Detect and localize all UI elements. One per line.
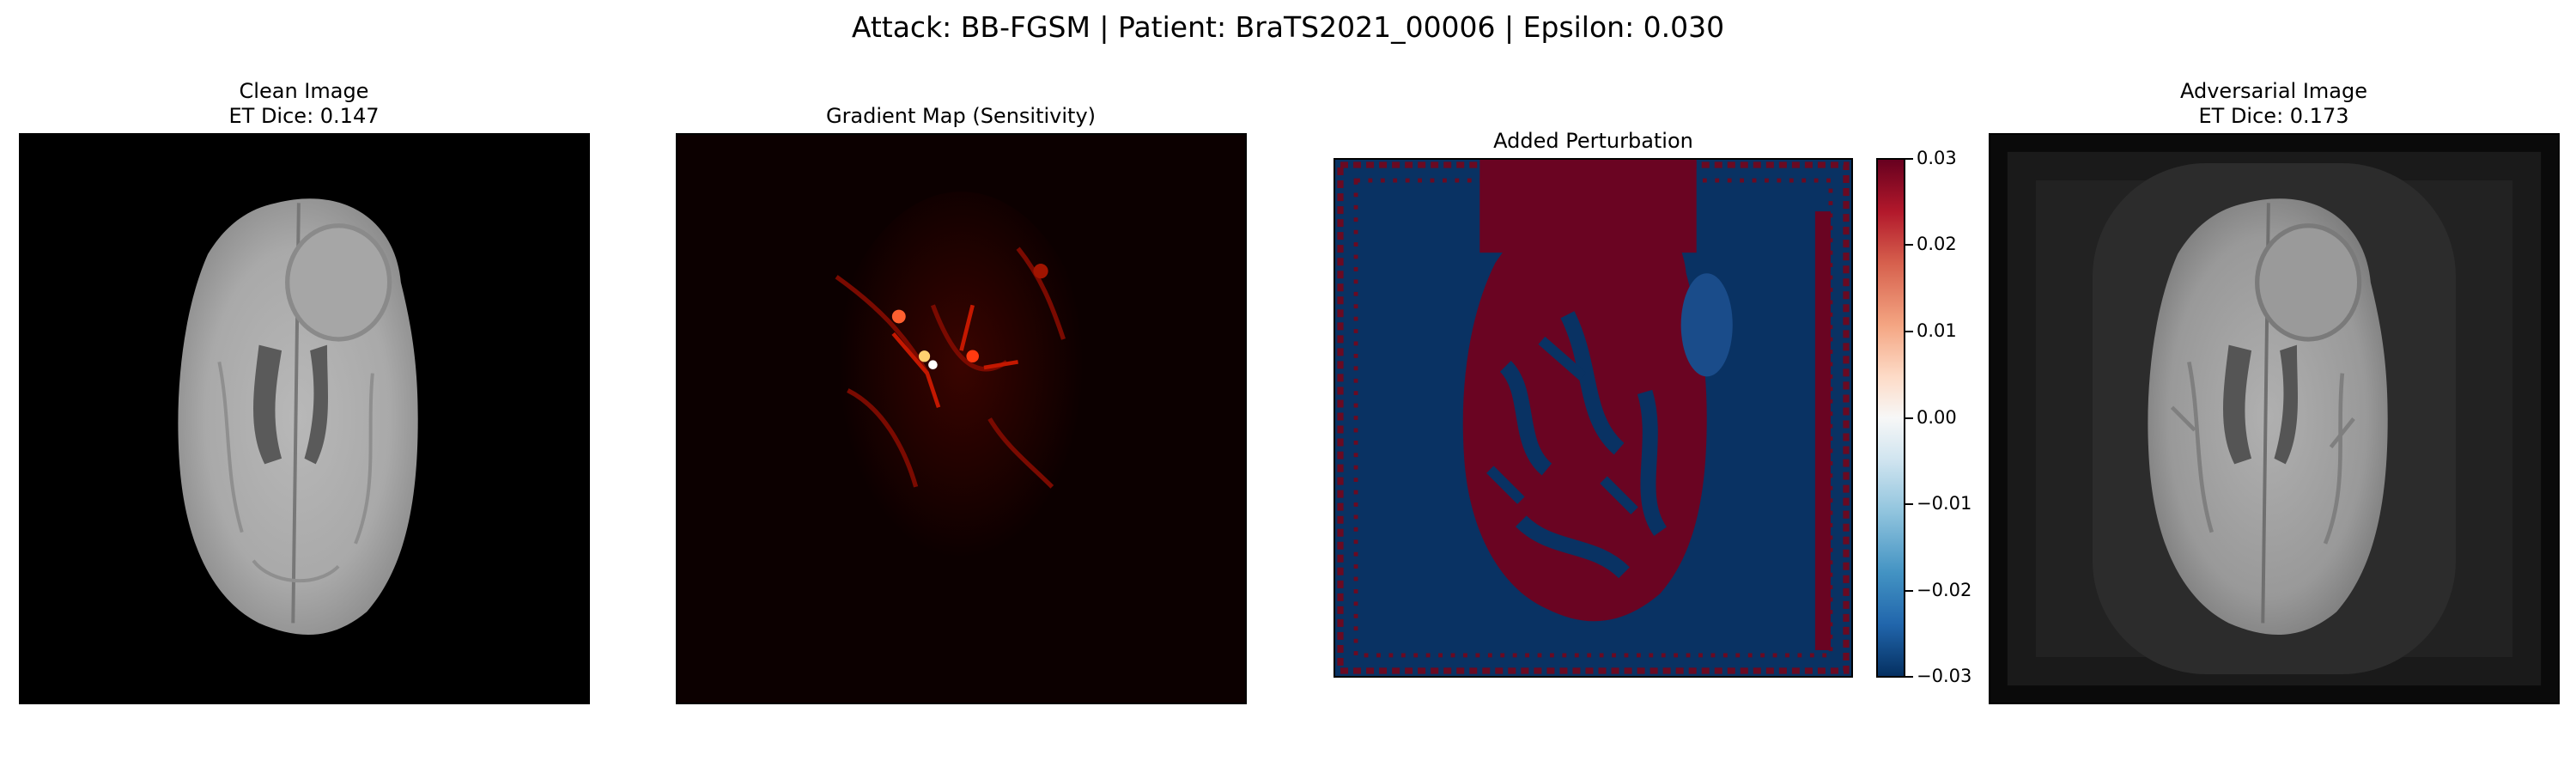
colorbar <box>1876 158 1905 678</box>
colorbar-tick-label: −0.03 <box>1917 666 1972 686</box>
gradient-map-title: Gradient Map (Sensitivity) <box>825 104 1097 128</box>
colorbar-tick-mark <box>1905 417 1913 419</box>
colorbar-tick-mark <box>1905 158 1913 160</box>
figure-title: Attack: BB-FGSM | Patient: BraTS2021_000… <box>851 10 1725 44</box>
colorbar-tick-label: 0.00 <box>1917 407 1957 428</box>
adversarial-image-title: Adversarial Image ET Dice: 0.173 <box>1989 79 2559 129</box>
clean-image-title-label: Clean Image <box>239 79 369 103</box>
clean-image-dice: ET Dice: 0.147 <box>228 104 380 128</box>
clean-image-title: Clean Image ET Dice: 0.147 <box>19 79 589 129</box>
colorbar-tick-mark <box>1905 503 1913 505</box>
colorbar-tick-label: 0.01 <box>1917 320 1957 341</box>
gradient-map <box>676 133 1247 704</box>
perturbation-title: Added Perturbation <box>1493 129 1693 153</box>
colorbar-tick-mark <box>1905 590 1913 592</box>
colorbar-tick-label: −0.02 <box>1917 580 1972 600</box>
adversarial-image <box>1989 133 2560 704</box>
colorbar-tick-label: 0.03 <box>1917 148 1957 168</box>
colorbar-tick-mark <box>1905 331 1913 332</box>
perturbation-map <box>1334 158 1853 678</box>
clean-image <box>19 133 590 704</box>
adversarial-image-title-label: Adversarial Image <box>2180 79 2367 103</box>
adversarial-image-dice: ET Dice: 0.173 <box>2198 104 2349 128</box>
colorbar-tick-mark <box>1905 244 1913 246</box>
colorbar-tick-mark <box>1905 676 1913 678</box>
colorbar-tick-label: −0.01 <box>1917 493 1972 514</box>
colorbar-tick-label: 0.02 <box>1917 234 1957 254</box>
